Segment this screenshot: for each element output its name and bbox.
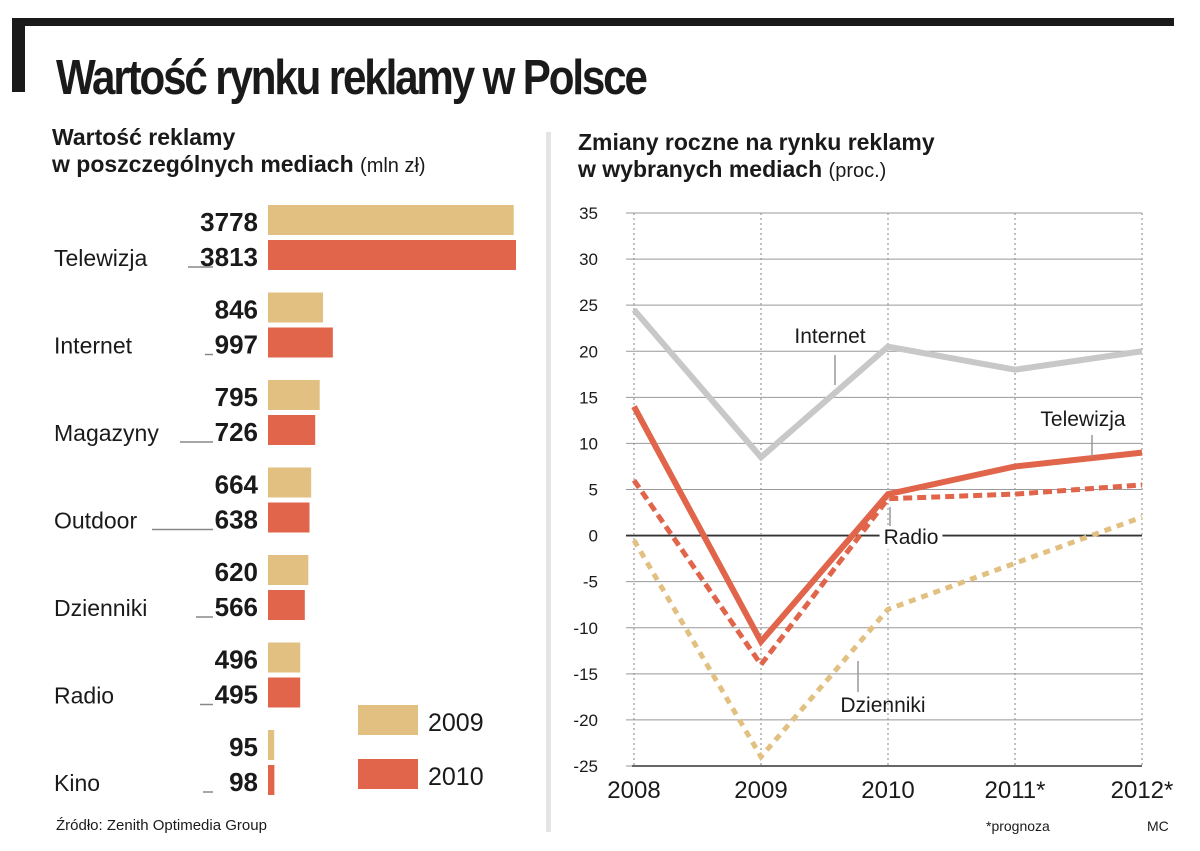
bar-value-internet-2010: 997 <box>215 330 258 360</box>
line-chart-title-line2: w wybranych mediach (proc.) <box>578 156 935 185</box>
bar-magazyny-2010 <box>268 415 316 445</box>
series-line-radio <box>631 478 1143 669</box>
y-tick-label: -15 <box>573 665 598 684</box>
bar-chart-title-line2: w poszczególnych mediach (mln zł) <box>52 151 426 180</box>
column-divider <box>546 132 551 832</box>
line-chart-subtitle: Zmiany roczne na rynku reklamy w wybrany… <box>578 129 935 185</box>
y-tick-label: -25 <box>573 757 598 776</box>
bar-value-kino-2010: 98 <box>229 767 258 797</box>
y-tick-label: 5 <box>589 481 598 500</box>
bar-magazyny-2009 <box>268 380 320 410</box>
bar-kino-2010 <box>268 765 275 795</box>
bar-value-dzienniki-2010: 566 <box>215 592 258 622</box>
x-tick-label: 2008 <box>607 777 660 804</box>
bar-internet-2010 <box>268 327 333 358</box>
series-label-dzienniki: Dzienniki <box>840 694 925 717</box>
category-label-magazyny: Magazyny <box>54 420 159 446</box>
x-tick-label: 2010 <box>861 777 914 804</box>
y-tick-label: 25 <box>579 296 598 315</box>
bar-value-outdoor-2009: 664 <box>215 470 259 500</box>
bar-value-dzienniki-2009: 620 <box>215 557 258 587</box>
bar-telewizja-2009 <box>268 205 514 235</box>
series-label-radio: Radio <box>884 526 939 549</box>
forecast-footnote: *prognoza <box>986 818 1050 834</box>
bar-value-radio-2009: 496 <box>215 645 258 675</box>
y-tick-label: -10 <box>573 619 598 638</box>
bar-dzienniki-2009 <box>268 555 309 585</box>
y-tick-label: 10 <box>579 434 598 453</box>
bar-telewizja-2010 <box>268 240 516 270</box>
bar-outdoor-2010 <box>268 502 310 533</box>
bar-chart-title-line1: Wartość reklamy <box>52 124 236 150</box>
bar-radio-2010 <box>268 677 301 708</box>
x-tick-label: 2009 <box>734 777 787 804</box>
legend-label-2010: 2010 <box>428 763 484 791</box>
category-label-kino: Kino <box>54 770 100 796</box>
category-label-outdoor: Outdoor <box>54 508 137 534</box>
y-tick-label: 35 <box>579 204 598 223</box>
page-title: Wartość rynku reklamy w Polsce <box>56 51 648 105</box>
series-line-dzienniki <box>631 514 1143 762</box>
y-tick-label: -5 <box>583 573 598 592</box>
legend-swatch-2009 <box>358 705 418 735</box>
y-tick-label: 30 <box>579 250 598 269</box>
line-chart: 35 30 25 20 15 10 5 0 -5 -10 -15 -20 -25 2008 2009 2010… <box>573 204 1174 804</box>
y-tick-label: 0 <box>589 527 598 546</box>
y-tick-label: 20 <box>579 342 598 361</box>
bar-value-kino-2009: 95 <box>229 732 258 762</box>
series-line-internet <box>631 307 1143 462</box>
series-label-internet: Internet <box>794 325 865 348</box>
source-note: Źródło: Zenith Optimedia Group <box>56 817 267 834</box>
series-label-telewizja: Telewizja <box>1040 408 1126 431</box>
bar-value-internet-2009: 846 <box>215 295 258 325</box>
line-chart-title-line1: Zmiany roczne na rynku reklamy <box>578 129 935 155</box>
category-label-telewizja: Telewizja <box>54 245 148 271</box>
bar-chart-title-bold: w poszczególnych mediach <box>52 151 354 177</box>
x-tick-label: 2012* <box>1111 777 1174 804</box>
line-chart-unit: (proc.) <box>828 160 887 182</box>
x-tick-label: 2011* <box>985 777 1046 804</box>
y-tick-label: -20 <box>573 711 598 730</box>
frame-left-border <box>12 18 25 92</box>
category-label-internet: Internet <box>54 333 133 359</box>
bar-outdoor-2009 <box>268 467 312 498</box>
bar-value-magazyny-2009: 795 <box>215 382 258 412</box>
bar-value-radio-2010: 495 <box>215 680 258 710</box>
legend-label-2009: 2009 <box>428 709 484 737</box>
frame-top-border <box>12 18 1174 26</box>
bar-kino-2009 <box>268 730 275 760</box>
category-label-dzienniki: Dzienniki <box>54 595 147 621</box>
bar-value-telewizja-2009: 3778 <box>200 207 258 237</box>
bar-chart-subtitle: Wartość reklamy w poszczególnych mediach… <box>52 124 426 180</box>
line-chart-title-bold: w wybranych mediach <box>578 156 823 182</box>
author-initials: MC <box>1147 818 1169 834</box>
bar-dzienniki-2010 <box>268 590 305 620</box>
y-tick-label: 15 <box>579 388 598 407</box>
bar-value-outdoor-2010: 638 <box>215 505 258 535</box>
bar-internet-2009 <box>268 292 324 323</box>
series-label-bg-radio <box>879 526 943 549</box>
series-line-telewizja <box>631 405 1143 647</box>
legend-swatch-2010 <box>358 759 418 789</box>
bar-chart-unit: (mln zł) <box>360 155 426 177</box>
bar-chart: 37783813Telewizja846997Internet795726Mag… <box>54 205 516 797</box>
category-label-radio: Radio <box>54 683 114 709</box>
bar-radio-2009 <box>268 642 301 673</box>
bar-value-magazyny-2010: 726 <box>215 417 258 447</box>
